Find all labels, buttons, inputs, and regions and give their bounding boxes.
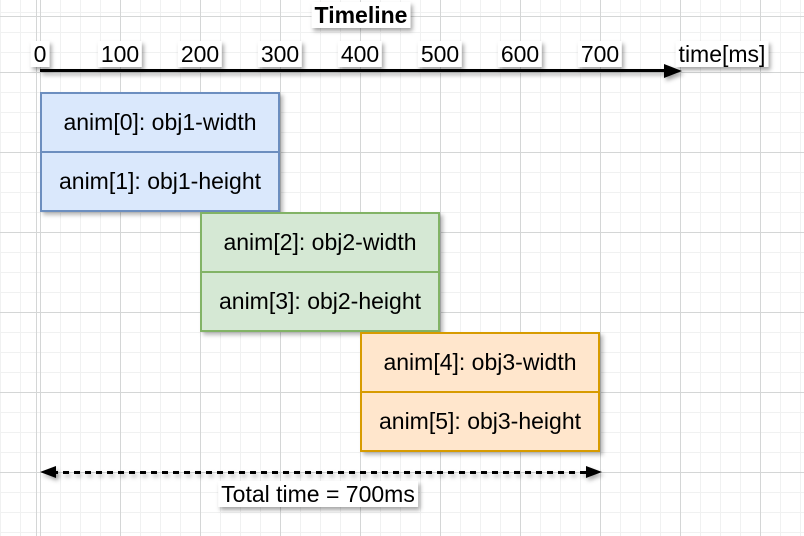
anim-bar-4: anim[4]: obj3-width <box>383 349 577 375</box>
axis-tick-100: 100 <box>97 41 143 67</box>
timeline-axis-line <box>40 69 668 72</box>
axis-tick-0: 0 <box>30 41 50 67</box>
timeline-axis-arrowhead-icon <box>664 64 682 78</box>
anim-bar-5: anim[5]: obj3-height <box>362 391 598 450</box>
axis-tick-400: 400 <box>337 41 383 67</box>
total-time-label: Total time = 700ms <box>218 481 418 507</box>
axis-tick-200: 200 <box>177 41 223 67</box>
total-dashed-line <box>52 471 592 474</box>
anim-bar-2: anim[2]: obj2-width <box>223 229 417 255</box>
axis-tick-300: 300 <box>257 41 303 67</box>
anim-bar-0: anim[0]: obj1-width <box>63 109 257 135</box>
anim-bar-1: anim[1]: obj1-height <box>42 151 278 210</box>
axis-unit-label: time[ms] <box>675 41 769 67</box>
axis-tick-600: 600 <box>497 41 543 67</box>
axis-tick-500: 500 <box>417 41 463 67</box>
track-obj2: anim[2]: obj2-width anim[3]: obj2-height <box>200 212 440 332</box>
track-obj3: anim[4]: obj3-width anim[5]: obj3-height <box>360 332 600 452</box>
total-arrow-right-icon <box>586 466 602 478</box>
axis-tick-700: 700 <box>577 41 623 67</box>
track-obj1: anim[0]: obj1-width anim[1]: obj1-height <box>40 92 280 212</box>
diagram-title: Timeline <box>311 2 411 28</box>
total-arrow-left-icon <box>40 466 56 478</box>
anim-bar-3: anim[3]: obj2-height <box>202 271 438 330</box>
